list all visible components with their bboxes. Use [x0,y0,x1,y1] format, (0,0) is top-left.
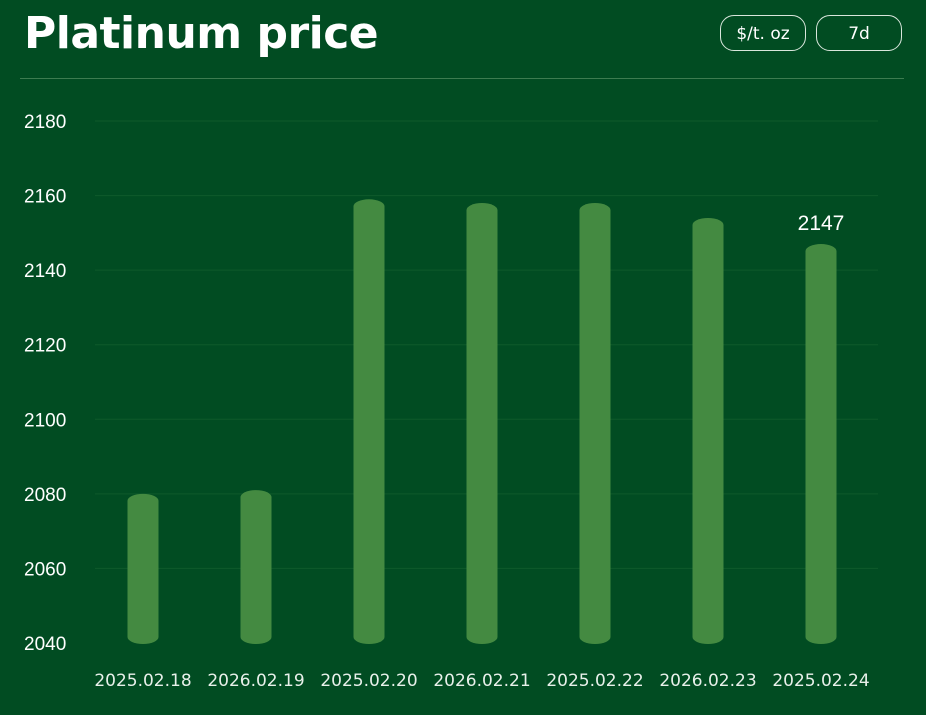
bar-2025.02.18 [127,493,159,645]
y-tick-label: 2160 [24,187,66,208]
time-range-button[interactable]: 7d [816,15,902,51]
y-tick-label: 2100 [24,410,66,431]
x-tick-label: 2026.02.23 [659,671,756,691]
page-title: Platinum price [24,8,379,59]
y-tick-label: 2140 [24,261,66,282]
bar-2026.02.23 [692,217,724,645]
y-tick-label: 2180 [24,112,66,133]
x-tick-label: 2025.02.20 [320,671,417,691]
bar-value-label: 2147 [798,212,845,235]
bar-2026.02.19 [240,490,272,645]
header-divider [20,78,904,79]
bar-2025.02.22 [579,203,611,645]
header: Platinum price $/t. oz 7d [0,0,926,78]
bar-2026.02.21 [466,203,498,645]
x-tick-label: 2025.02.22 [546,671,643,691]
x-tick-label: 2026.02.21 [433,671,530,691]
y-tick-label: 2040 [24,634,66,655]
bar-2025.02.24 [805,244,837,645]
y-tick-label: 2080 [24,485,66,506]
y-tick-label: 2120 [24,336,66,357]
unit-selector-button[interactable]: $/t. oz [720,15,806,51]
bar-2025.02.20 [353,199,385,645]
x-tick-label: 2025.02.18 [94,671,191,691]
x-tick-label: 2025.02.24 [772,671,869,691]
x-tick-label: 2026.02.19 [207,671,304,691]
y-tick-label: 2060 [24,559,66,580]
